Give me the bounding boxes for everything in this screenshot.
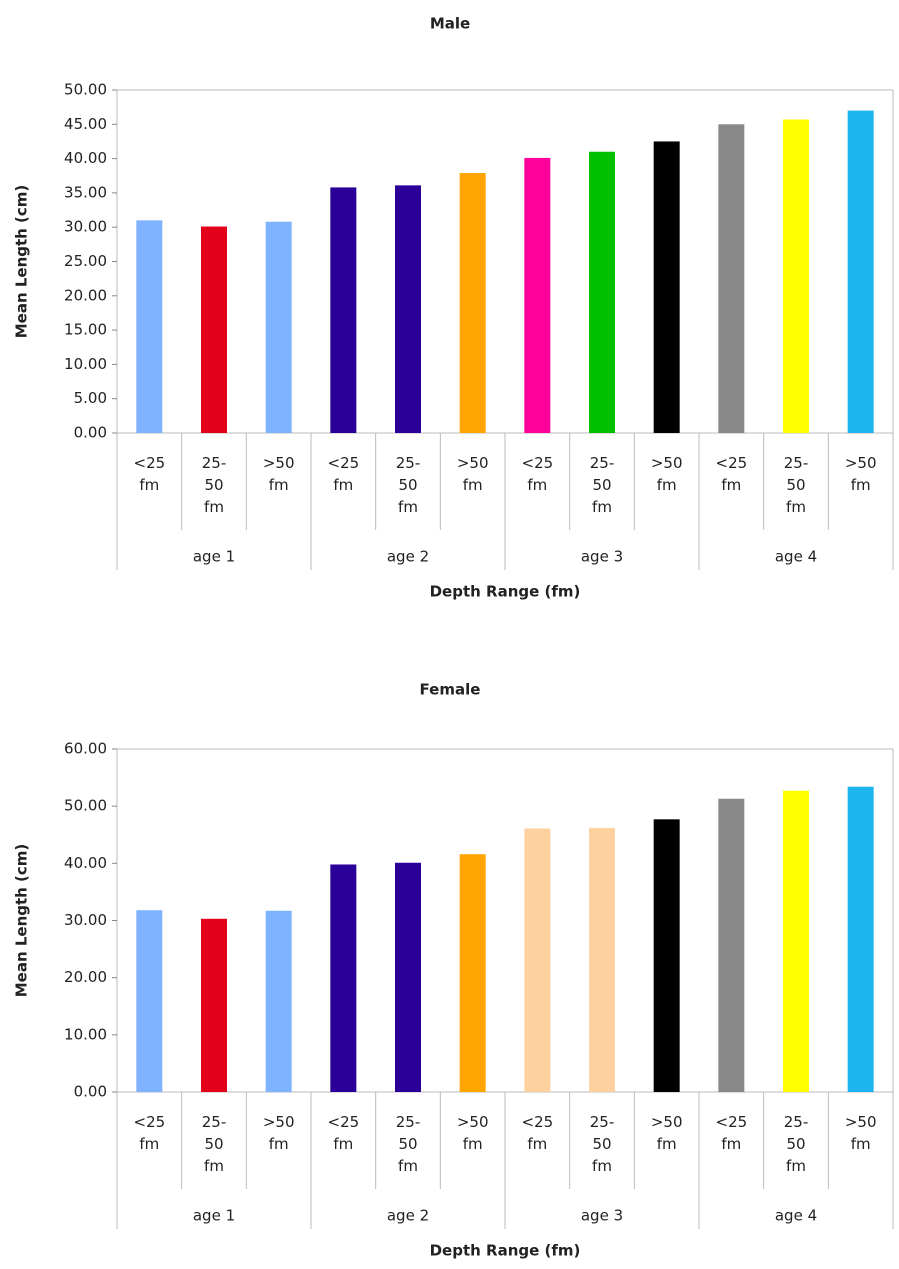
group-label: age 4 bbox=[775, 548, 817, 566]
x-tick-label: >50 fm bbox=[456, 1113, 489, 1153]
y-tick-label: 35.00 bbox=[64, 183, 107, 201]
y-tick-label: 10.00 bbox=[64, 355, 107, 373]
chart-title: Female bbox=[420, 681, 481, 699]
bar bbox=[330, 187, 357, 433]
bar bbox=[459, 173, 486, 434]
x-tick-label: <25 fm bbox=[327, 454, 360, 494]
bar bbox=[783, 119, 809, 434]
y-tick-label: 10.00 bbox=[64, 1025, 107, 1043]
group-label: age 4 bbox=[775, 1207, 817, 1225]
x-tick-label: <25 fm bbox=[715, 1113, 748, 1153]
x-tick-label: 25-50 fm bbox=[589, 454, 615, 516]
group-label: age 2 bbox=[387, 548, 429, 566]
bar bbox=[330, 864, 357, 1092]
y-tick-label: 60.00 bbox=[64, 740, 107, 758]
x-tick-label: >50 fm bbox=[844, 1113, 877, 1153]
x-tick-label: >50 fm bbox=[844, 454, 877, 494]
bar bbox=[395, 185, 421, 433]
bar bbox=[847, 110, 874, 433]
x-tick-label: 25-50 fm bbox=[589, 1113, 615, 1175]
x-tick-label: <25 fm bbox=[521, 1113, 554, 1153]
group-label: age 3 bbox=[581, 1207, 623, 1225]
x-tick-label: <25 fm bbox=[133, 1113, 166, 1153]
x-axis-label: Depth Range (fm) bbox=[430, 1242, 581, 1260]
x-tick-label: <25 fm bbox=[715, 454, 748, 494]
bar bbox=[718, 798, 745, 1092]
bar bbox=[395, 862, 421, 1092]
bar bbox=[524, 157, 551, 433]
x-tick-label: >50 fm bbox=[262, 454, 295, 494]
bar bbox=[653, 819, 680, 1092]
x-tick-label: >50 fm bbox=[650, 454, 683, 494]
x-axis-label: Depth Range (fm) bbox=[430, 583, 581, 601]
bar bbox=[136, 220, 163, 433]
x-tick-label: >50 fm bbox=[650, 1113, 683, 1153]
y-axis-label: Mean Length (cm) bbox=[13, 185, 31, 339]
y-tick-label: 5.00 bbox=[74, 389, 107, 407]
x-tick-label: >50 fm bbox=[262, 1113, 295, 1153]
y-tick-label: 30.00 bbox=[64, 218, 107, 236]
bar bbox=[718, 124, 745, 434]
y-tick-label: 0.00 bbox=[74, 1083, 107, 1101]
bar bbox=[265, 910, 292, 1092]
x-tick-label: 25-50 fm bbox=[395, 1113, 421, 1175]
x-tick-label: 25-50 fm bbox=[783, 1113, 809, 1175]
x-tick-label: <25 fm bbox=[327, 1113, 360, 1153]
x-tick-label: >50 fm bbox=[456, 454, 489, 494]
bar bbox=[783, 790, 809, 1092]
y-tick-label: 15.00 bbox=[64, 321, 107, 339]
chart-title: Male bbox=[430, 15, 470, 33]
y-tick-label: 0.00 bbox=[74, 424, 107, 442]
group-label: age 3 bbox=[581, 548, 623, 566]
y-tick-label: 30.00 bbox=[64, 911, 107, 929]
y-tick-label: 45.00 bbox=[64, 115, 107, 133]
y-tick-label: 20.00 bbox=[64, 968, 107, 986]
bar bbox=[201, 918, 227, 1092]
x-tick-label: 25-50 fm bbox=[395, 454, 421, 516]
bar bbox=[265, 221, 292, 433]
bar bbox=[653, 141, 680, 433]
x-tick-label: 25-50 fm bbox=[783, 454, 809, 516]
plot-frame bbox=[116, 89, 894, 434]
y-tick-label: 50.00 bbox=[64, 797, 107, 815]
x-tick-label: <25 fm bbox=[133, 454, 166, 494]
bar bbox=[136, 910, 163, 1092]
plot-frame bbox=[116, 748, 894, 1093]
x-tick-label: 25-50 fm bbox=[201, 454, 227, 516]
group-label: age 2 bbox=[387, 1207, 429, 1225]
y-tick-label: 25.00 bbox=[64, 252, 107, 270]
bar bbox=[201, 226, 227, 433]
bar bbox=[459, 854, 486, 1092]
bar bbox=[589, 151, 615, 434]
y-tick-label: 40.00 bbox=[64, 149, 107, 167]
x-tick-label: <25 fm bbox=[521, 454, 554, 494]
y-tick-label: 20.00 bbox=[64, 286, 107, 304]
y-tick-label: 40.00 bbox=[64, 854, 107, 872]
group-label: age 1 bbox=[193, 548, 235, 566]
bar bbox=[847, 786, 874, 1092]
y-tick-label: 50.00 bbox=[64, 81, 107, 99]
x-tick-label: 25-50 fm bbox=[201, 1113, 227, 1175]
bar bbox=[524, 828, 551, 1092]
group-label: age 1 bbox=[193, 1207, 235, 1225]
y-axis-label: Mean Length (cm) bbox=[13, 844, 31, 998]
bar bbox=[589, 827, 615, 1092]
